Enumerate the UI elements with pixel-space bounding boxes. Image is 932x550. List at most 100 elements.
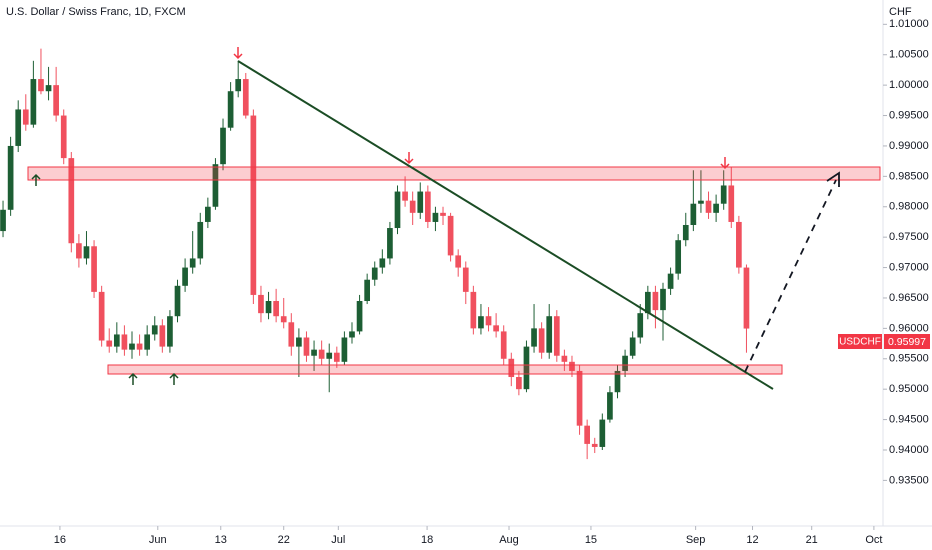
candle-body [379, 258, 386, 268]
x-tick-label: 15 [585, 534, 597, 546]
candle-body [455, 255, 462, 268]
candle-body [371, 267, 378, 280]
candles [0, 48, 750, 460]
candle-body [576, 370, 583, 426]
candle-body [250, 115, 257, 295]
candle-body [318, 349, 325, 359]
candle-body [227, 91, 234, 128]
candle-body [121, 334, 128, 350]
y-tick-label: 0.99500 [889, 109, 929, 121]
projection-arrow [826, 171, 840, 187]
y-tick-label: 0.95500 [889, 353, 929, 365]
support-zone [107, 364, 783, 375]
candle-body [432, 212, 439, 222]
candle-body [205, 206, 211, 222]
candle-body [144, 334, 151, 350]
resistance-zone [27, 166, 881, 181]
candle-body [273, 301, 279, 317]
y-tick-label: 1.00500 [889, 49, 929, 61]
x-tick-label: 12 [746, 534, 758, 546]
x-tick-label: 13 [215, 534, 227, 546]
symbol-tag [838, 334, 882, 349]
candle-body [591, 443, 598, 447]
candle-body [303, 337, 310, 356]
candle-body [440, 212, 446, 216]
candle-body [417, 191, 424, 213]
candle-body [197, 221, 204, 259]
x-tick-label: 21 [806, 534, 818, 546]
candle-body [523, 346, 530, 390]
candle-body [553, 316, 560, 356]
y-tick-label: 0.94500 [889, 413, 929, 425]
x-tick-label: Sep [686, 534, 706, 546]
candle-body [129, 343, 135, 350]
x-tick-label: 22 [278, 534, 290, 546]
x-tick-label: Jun [149, 534, 167, 546]
candle-body [53, 85, 59, 116]
candle-body [189, 258, 196, 268]
candle-body [622, 355, 628, 371]
y-tick-label: 0.96000 [889, 322, 929, 334]
candle-body [167, 316, 173, 347]
symbol-label: USDCHF [839, 337, 881, 348]
x-tick-label: Aug [499, 534, 519, 546]
candle-body [311, 349, 317, 356]
candle-body [470, 291, 477, 329]
candle-body [38, 79, 44, 92]
candle-body [607, 392, 613, 420]
candle-body [409, 200, 416, 213]
candle-body [349, 331, 355, 338]
candle-body [45, 85, 52, 92]
candle-body [364, 279, 371, 302]
candle-body [682, 224, 689, 241]
candle-body [569, 361, 575, 371]
candle-body [106, 340, 113, 347]
candle-body [485, 316, 492, 326]
candle-body [280, 316, 287, 323]
x-tick-label: Oct [865, 534, 882, 546]
candle-body [675, 240, 682, 274]
down-arrows [233, 47, 730, 170]
candle-body [508, 358, 515, 378]
candle-body [91, 246, 97, 292]
candle-body [500, 331, 507, 359]
y-tick-label: 1.01000 [889, 18, 929, 30]
candle-body [7, 145, 14, 210]
candle-body [462, 267, 469, 292]
candle-body [182, 267, 188, 286]
candle-body [387, 228, 393, 259]
price-tag [884, 334, 930, 349]
y-tick-label: 0.94000 [889, 444, 929, 456]
candle-body [242, 79, 249, 116]
candle-body [743, 267, 750, 329]
candle-body [83, 246, 90, 259]
candle-body [637, 313, 644, 338]
candle-body [68, 158, 75, 244]
candle-body [720, 185, 727, 204]
y-tick-label: 0.97000 [889, 261, 929, 273]
candle-body [356, 301, 363, 332]
candle-body [538, 328, 545, 353]
candle-body [258, 294, 264, 314]
candle-body [220, 127, 226, 165]
candle-body [159, 325, 166, 347]
candle-body [698, 200, 704, 204]
candle-body [516, 377, 522, 390]
candle-body [22, 109, 29, 125]
x-tick-label: 16 [54, 534, 66, 546]
trend-line [237, 60, 774, 390]
candle-body [113, 334, 120, 347]
projection-line [744, 179, 837, 373]
candle-body [531, 328, 537, 347]
candle-body [561, 355, 568, 362]
candle-body [288, 322, 295, 347]
x-tick-label: 18 [421, 534, 433, 546]
y-tick-label: 0.98000 [889, 201, 929, 213]
candle-body [98, 291, 105, 341]
candle-body [546, 316, 553, 353]
candle-body [425, 191, 431, 222]
candle-body [736, 221, 742, 268]
x-tick-label: Jul [331, 534, 345, 546]
candle-body [60, 115, 67, 159]
